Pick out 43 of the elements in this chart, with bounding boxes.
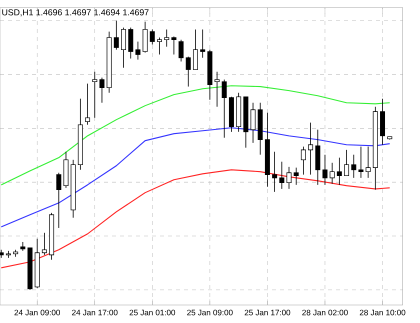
candlestick [114,20,119,50]
candlestick [358,146,364,178]
candlestick [336,157,342,186]
candlestick [308,122,314,176]
candlestick [171,36,176,55]
candlestick [294,167,299,186]
x-tick-label: 28 Jan 10:00 [360,310,406,316]
candlestick [157,37,162,55]
candlestick [92,71,98,118]
x-tick-label: 25 Jan 01:00 [130,310,176,316]
candlestick [322,154,328,186]
candlestick [142,21,148,54]
candlestick [200,29,206,58]
candlestick [366,146,371,178]
candlestick [330,162,335,184]
candlestick [286,166,292,190]
candlestick [344,149,350,176]
candlestick [42,232,47,256]
candlestick [315,129,320,186]
candlestick [178,39,184,62]
candlestick [300,146,306,176]
candlestick [99,77,104,104]
candlestick [214,71,220,108]
candlestick [135,41,140,60]
candlestick [186,56,191,87]
chart-title: USD,H1 1.4696 1.4697 1.4694 1.4697 [2,9,149,16]
candlestick [272,151,278,192]
candlestick [56,172,62,228]
candlestick [279,161,284,190]
candlestick [121,27,126,68]
candlestick [250,102,256,144]
x-tick-label: 25 Jan 09:00 [187,310,233,316]
x-tick-label: 25 Jan 17:00 [244,310,290,316]
x-tick-label: 24 Jan 17:00 [72,310,118,316]
candlestick [128,27,134,59]
candlestick [164,29,170,48]
candlestick [192,29,198,70]
candlestick [6,250,11,258]
x-tick-label: 24 Jan 09:00 [14,310,60,316]
candlestick [222,79,227,138]
candlestick [85,83,90,126]
candlestick [150,29,155,45]
x-tick-label: 28 Jan 02:00 [302,310,348,316]
